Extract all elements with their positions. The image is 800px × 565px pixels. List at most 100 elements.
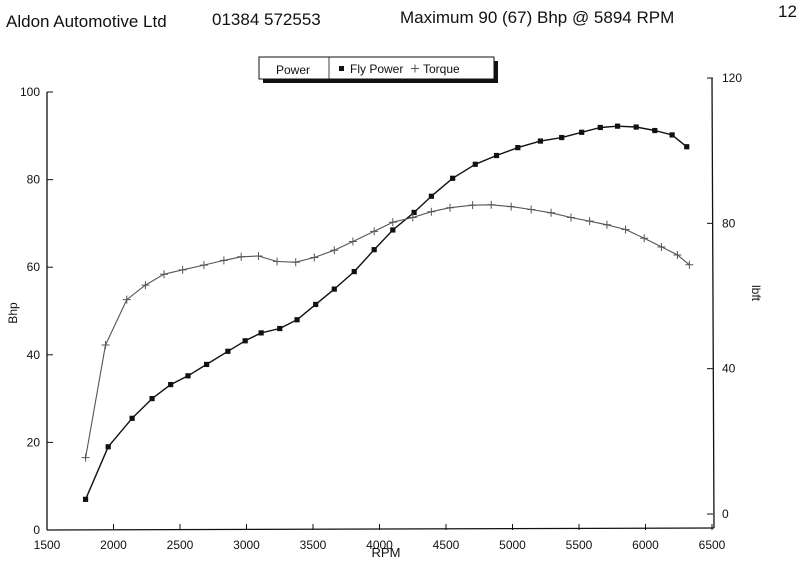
torque-point (567, 213, 576, 222)
torque-point (370, 227, 379, 236)
fly-power-point (313, 301, 319, 308)
fly-power-point (242, 338, 248, 344)
torque-point (237, 252, 246, 261)
header-phone-number: 01384 572553 (212, 10, 321, 29)
y2-tick-label: 120 (722, 71, 742, 85)
torque-point (468, 201, 477, 210)
fly-power-point (684, 144, 690, 150)
y2-tick-label: 40 (722, 362, 736, 376)
fly-power-point (258, 330, 264, 336)
fly-power-point (331, 286, 337, 292)
fly-power-point (450, 175, 456, 181)
legend-box (258, 56, 495, 80)
header-page-number: 12 (778, 2, 797, 21)
torque-point (291, 258, 300, 267)
fly-power-point (225, 348, 231, 354)
fly-power-point (669, 132, 675, 138)
torque-point (427, 207, 436, 216)
fly-power-point (277, 325, 283, 332)
y-axis-ticks: 0 20 40 60 80 100 (20, 85, 53, 537)
y2-tick-label: 0 (722, 507, 729, 521)
x-tick-label: 5000 (499, 538, 526, 552)
fly-power-point (597, 124, 603, 131)
fly-power-point (411, 209, 417, 216)
fly-power-point (371, 247, 377, 253)
y2-tick-label: 80 (722, 216, 736, 230)
torque-point (602, 220, 611, 229)
y-tick-label: 60 (27, 260, 41, 274)
torque-point (585, 217, 594, 226)
y-axis-label: Bhp (6, 302, 20, 324)
fly-power-point (351, 268, 357, 275)
header-company-name: Aldon Automotive Ltd (6, 12, 167, 31)
fly-power-point (390, 227, 396, 233)
x-tick-label: 1500 (34, 538, 61, 552)
fly-power-line (84, 125, 688, 500)
legend-title: Power (276, 63, 310, 77)
fly-power-point (105, 444, 111, 450)
x-tick-label: 2500 (167, 538, 194, 552)
torque-point (388, 218, 397, 227)
fly-power-point (515, 145, 521, 151)
torque-point (621, 225, 630, 234)
fly-power-point (652, 127, 658, 134)
torque-point (160, 270, 169, 279)
torque-point (673, 250, 682, 259)
fly-power-point (472, 161, 478, 167)
torque-point (507, 202, 516, 211)
x-tick-label: 3000 (233, 538, 260, 552)
x-tick-label: 4000 (366, 538, 393, 552)
x-axis-ticks: 1500 2000 2500 3000 3500 4000 4500 5000 5500 6000… (34, 524, 726, 552)
torque-point (141, 281, 150, 290)
x-tick-label: 2000 (100, 538, 127, 552)
y-tick-label: 20 (27, 435, 41, 449)
y-tick-label: 40 (27, 348, 41, 362)
right-axis-line (711, 77, 715, 529)
torque-series (81, 200, 694, 462)
torque-point (657, 242, 666, 251)
fly-power-point (559, 134, 565, 141)
fly-power-point (633, 124, 639, 130)
fly-power-point (537, 138, 544, 144)
fly-power-point (149, 396, 155, 402)
fly-power-point (579, 129, 585, 135)
torque-point (219, 256, 228, 265)
header-maximum-power: Maximum 90 (67) Bhp @ 5894 RPM (400, 8, 675, 27)
fly-power-point (168, 381, 174, 388)
y-tick-label: 0 (33, 523, 40, 537)
y2-axis-label: lbft (749, 285, 763, 302)
torque-point (408, 213, 417, 222)
legend-torque-label: Torque (423, 62, 460, 76)
torque-point (445, 203, 454, 212)
x-tick-label: 6000 (632, 538, 659, 552)
y2-axis-ticks: 0 40 80 120 (707, 71, 742, 521)
x-tick-label: 6500 (699, 538, 726, 552)
fly-power-series (82, 123, 690, 502)
torque-point (273, 257, 282, 266)
y-tick-label: 80 (27, 173, 41, 187)
x-tick-label: 4500 (433, 538, 460, 552)
torque-point (348, 237, 357, 246)
x-tick-label: 5500 (566, 538, 593, 552)
torque-point (122, 295, 131, 304)
torque-point (101, 341, 110, 350)
torque-line (85, 204, 690, 458)
fly-power-point (185, 373, 191, 379)
legend-torque-marker (411, 64, 419, 73)
torque-point (310, 253, 319, 262)
fly-power-point (294, 317, 300, 323)
y-tick-label: 100 (20, 85, 40, 99)
fly-power-point (614, 123, 621, 129)
fly-power-point (129, 415, 135, 421)
legend-fly-power-label: Fly Power (350, 62, 403, 76)
torque-point (199, 261, 208, 270)
series-layer (81, 123, 694, 502)
torque-point (81, 453, 90, 462)
fly-power-point (82, 496, 89, 502)
x-axis-label: RPM (372, 545, 401, 560)
torque-point (178, 265, 187, 274)
torque-point (547, 208, 556, 217)
fly-power-point (428, 193, 434, 199)
fly-power-point (493, 152, 500, 159)
